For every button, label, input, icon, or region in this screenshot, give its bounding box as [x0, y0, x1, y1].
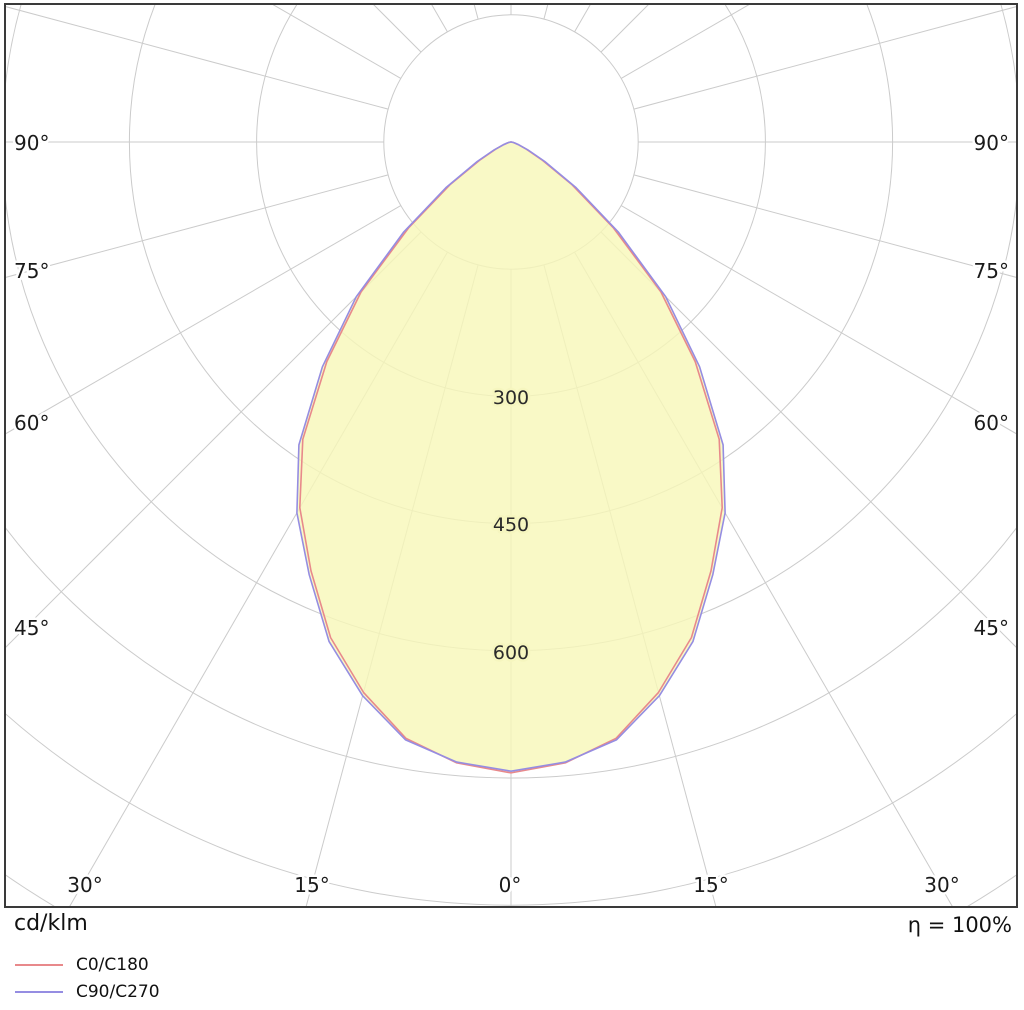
grid-radial — [543, 4, 549, 20]
angle-label-bottom: 30° — [924, 873, 959, 897]
angle-label-right: 75° — [974, 259, 1009, 283]
grid-radial — [5, 174, 389, 279]
angle-label-left: 45° — [14, 616, 49, 640]
grid-radial — [5, 205, 402, 435]
efficiency-label: η = 100% — [907, 913, 1012, 937]
angle-label-bottom: 0° — [499, 873, 522, 897]
legend-item-c0-c180: C0/C180 — [15, 951, 160, 978]
ring-value-label: 600 — [493, 642, 529, 664]
legend-line-red — [15, 963, 63, 966]
legend-item-c90-c270: C90/C270 — [15, 978, 160, 1005]
angle-label-bottom: 15° — [294, 873, 329, 897]
grid-radial — [620, 205, 1017, 435]
legend: C0/C180 C90/C270 — [15, 951, 160, 1005]
angle-label-bottom: 30° — [67, 873, 102, 897]
grid-radial — [633, 5, 1017, 110]
angle-label-left: 90° — [14, 131, 49, 155]
grid-radial — [600, 231, 1017, 649]
angle-label-left: 75° — [14, 259, 49, 283]
angle-label-left: 60° — [14, 411, 49, 435]
curve-c90-c270 — [296, 141, 726, 772]
grid-radial — [620, 4, 752, 79]
grid-radial — [633, 174, 1017, 279]
grid-radial — [270, 4, 402, 79]
grid-radial — [5, 231, 422, 649]
legend-label: C90/C270 — [76, 981, 160, 1002]
legend-line-blue — [15, 990, 63, 993]
legend-label: C0/C180 — [76, 954, 149, 975]
angle-label-right: 90° — [974, 131, 1009, 155]
grid-radial — [473, 4, 479, 20]
angle-label-right: 45° — [974, 616, 1009, 640]
grid-radial — [372, 4, 422, 53]
grid-radial — [600, 4, 650, 53]
ring-value-label: 300 — [493, 387, 529, 409]
grid-radial — [5, 5, 389, 110]
angle-label-bottom: 15° — [693, 873, 728, 897]
beam-fill — [296, 142, 726, 773]
plot-frame — [4, 3, 1018, 908]
angle-label-right: 60° — [974, 411, 1009, 435]
ring-value-label: 450 — [493, 514, 529, 536]
unit-label: cd/klm — [14, 911, 88, 936]
